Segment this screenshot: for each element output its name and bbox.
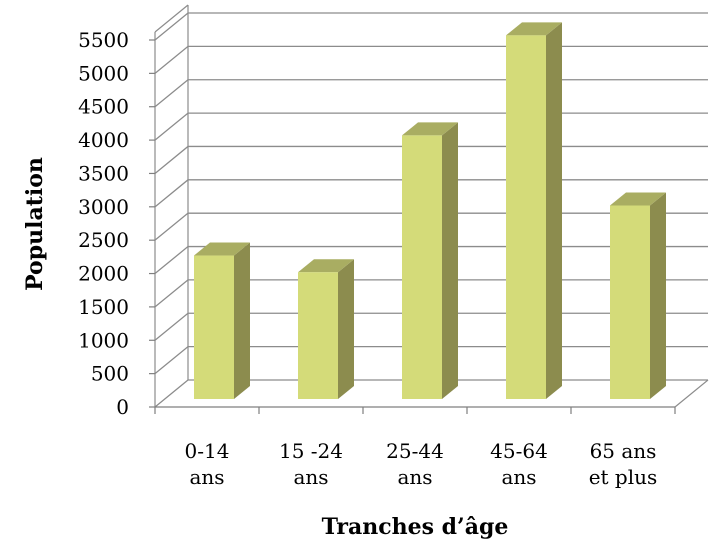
bar-side xyxy=(234,242,250,399)
x-axis-title: Tranches d’âge xyxy=(322,514,509,540)
bar-front xyxy=(610,205,650,399)
y-tick-label: 5500 xyxy=(78,28,129,52)
y-tick-label: 1500 xyxy=(78,295,129,319)
bar-side xyxy=(650,192,666,399)
x-axis xyxy=(154,406,676,414)
x-tick-label: 15 -24 ans xyxy=(279,439,343,489)
y-tick-label: 500 xyxy=(91,362,129,386)
x-tick-label: 25-44 ans xyxy=(386,439,444,489)
gridline xyxy=(154,45,708,74)
x-tick-label: 45-64 ans xyxy=(490,439,548,489)
y-tick-label: 2000 xyxy=(78,262,129,286)
bar-top xyxy=(298,259,354,273)
gridline xyxy=(154,79,708,108)
y-tick-label: 3000 xyxy=(78,195,129,219)
bar xyxy=(194,242,250,399)
y-tick-label: 4500 xyxy=(78,95,129,119)
y-tick-label: 2500 xyxy=(78,228,129,252)
x-tick-label: 65 ans et plus xyxy=(589,439,658,489)
bar-front xyxy=(506,35,546,399)
chart-walls xyxy=(154,4,709,408)
bar-front xyxy=(194,255,234,399)
gridline xyxy=(154,12,708,41)
bar-front xyxy=(298,272,338,399)
floor-right-edge xyxy=(674,379,709,408)
bar-side xyxy=(546,22,562,399)
bar-top xyxy=(194,242,250,256)
y-tick-label: 0 xyxy=(116,395,129,419)
wall-top-edge xyxy=(154,4,189,33)
y-axis-ticks: 0 500 1000 1500 2000 2500 3000 3500 4000 4500 5000… xyxy=(78,28,155,419)
y-tick-label: 1000 xyxy=(78,328,129,352)
bar-top xyxy=(506,22,562,36)
bar xyxy=(506,22,562,399)
y-tick-label: 3500 xyxy=(78,161,129,185)
x-tick-label: 0-14 ans xyxy=(185,439,230,489)
bars xyxy=(194,22,666,399)
bar-side xyxy=(338,259,354,399)
y-tick-label: 5000 xyxy=(78,61,129,85)
bar-top xyxy=(402,122,458,136)
bar-top xyxy=(610,192,666,206)
bar xyxy=(402,122,458,399)
bar xyxy=(298,259,354,399)
bar-front xyxy=(402,135,442,399)
x-axis-ticks: 0-14 ans 15 -24 ans 25-44 ans 45-64 ans 65 ans et… xyxy=(185,439,658,489)
bar xyxy=(610,192,666,399)
y-axis-title: Population xyxy=(22,157,48,291)
bar-side xyxy=(442,122,458,399)
y-tick-label: 4000 xyxy=(78,128,129,152)
